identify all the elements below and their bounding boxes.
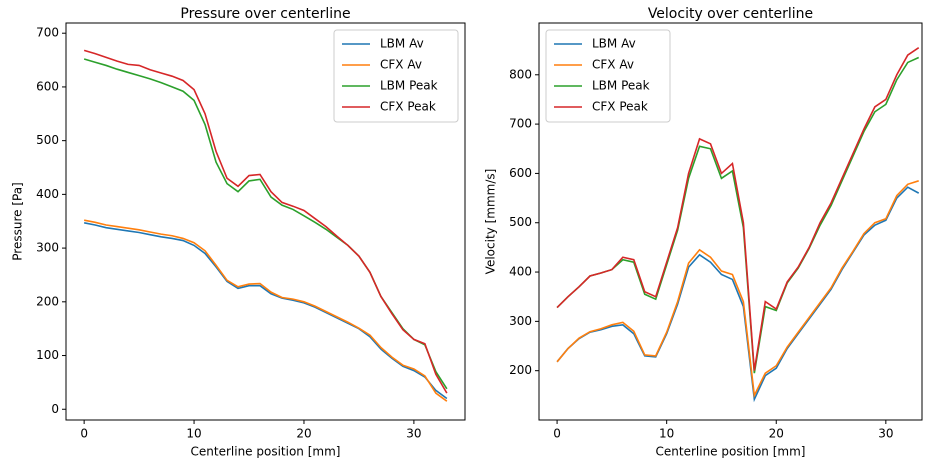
y-tick-label: 400 — [509, 265, 532, 279]
data-line — [556, 56, 920, 374]
axes-frame — [65, 22, 466, 421]
legend-label: CFX Av — [592, 58, 634, 72]
legend-label: CFX Peak — [592, 100, 648, 114]
y-tick-label: 500 — [36, 133, 59, 147]
y-tick-label: 700 — [36, 26, 59, 40]
data-line — [556, 180, 919, 399]
data-line — [556, 46, 920, 371]
legend-label: LBM Peak — [380, 79, 438, 93]
chart-title: Velocity over centerline — [648, 6, 813, 22]
data-line — [556, 186, 920, 403]
x-tick-label: 0 — [553, 427, 561, 441]
data-line — [83, 219, 448, 402]
x-tick-label: 20 — [296, 427, 311, 441]
y-tick-label: 300 — [36, 241, 59, 255]
y-tick-label: 700 — [509, 117, 532, 131]
y-tick-label: 400 — [36, 187, 59, 201]
y-axis-label: Pressure [Pa] — [11, 182, 25, 260]
y-tick-label: 200 — [509, 363, 532, 377]
y-tick-label: 100 — [36, 348, 59, 362]
legend-label: LBM Av — [592, 37, 636, 51]
x-tick-label: 30 — [878, 427, 893, 441]
data-line — [83, 222, 448, 400]
y-tick-label: 600 — [509, 166, 532, 180]
axes-frame — [538, 22, 923, 421]
x-tick-label: 30 — [406, 427, 421, 441]
y-tick-label: 800 — [509, 67, 532, 81]
y-tick-label: 600 — [36, 79, 59, 93]
legend-label: CFX Peak — [380, 100, 436, 114]
x-tick-label: 20 — [769, 427, 784, 441]
y-axis-label: Velocity [mmm/s] — [484, 169, 498, 275]
x-axis-label: Centerline position [mm] — [656, 445, 806, 459]
x-tick-label: 0 — [80, 427, 88, 441]
legend-label: LBM Peak — [592, 79, 650, 93]
chart-title: Pressure over centerline — [180, 6, 350, 22]
y-tick-label: 200 — [36, 294, 59, 308]
legend-box — [333, 29, 459, 123]
y-tick-label: 500 — [509, 215, 532, 229]
x-tick-label: 10 — [659, 427, 674, 441]
data-line — [83, 49, 448, 394]
legend-label: LBM Av — [380, 37, 424, 51]
y-tick-label: 0 — [51, 402, 59, 416]
legend-label: CFX Av — [380, 58, 422, 72]
x-axis-label: Centerline position [mm] — [191, 445, 341, 459]
y-tick-label: 300 — [509, 314, 532, 328]
x-tick-label: 10 — [186, 427, 201, 441]
legend-box — [545, 29, 671, 123]
